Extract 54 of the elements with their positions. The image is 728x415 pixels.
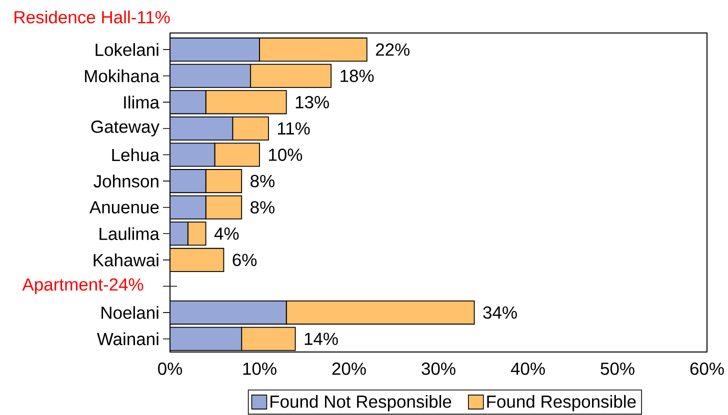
- bar: [205, 195, 242, 220]
- y-tick-label: Lehua: [112, 148, 160, 162]
- bar: [232, 116, 269, 140]
- bar: [170, 169, 206, 194]
- total-label: 34%: [483, 306, 517, 319]
- y-tick-label: Ilima: [124, 96, 160, 109]
- y-tick-label: Lokelani: [96, 43, 158, 56]
- x-tick-label: 20%: [332, 362, 366, 375]
- y-tick-label: Wainani: [96, 332, 158, 346]
- y-tick-label: Anuenue: [89, 201, 159, 214]
- bar: [170, 142, 216, 167]
- bar: [250, 64, 332, 88]
- bar: [170, 64, 251, 88]
- bar: [187, 222, 206, 246]
- total-label: 13%: [296, 96, 329, 108]
- bar: [170, 38, 260, 62]
- bar: [241, 326, 296, 351]
- bar: [259, 38, 368, 62]
- bar: [170, 326, 242, 351]
- total-label: 22%: [376, 43, 410, 56]
- y-tick-label: Johnson: [94, 174, 158, 188]
- bar: [205, 169, 242, 194]
- x-tick-label: 40%: [510, 362, 545, 375]
- total-label: 10%: [269, 148, 302, 161]
- text: Residence Hall-11%: [14, 10, 170, 24]
- bar: [170, 300, 287, 325]
- bar: [170, 195, 206, 220]
- text: Apartment-24%: [22, 278, 144, 294]
- y-tick-label: Kahawai: [94, 254, 158, 266]
- y-tick-label: Gateway: [91, 120, 160, 136]
- y-tick-label: Mokihana: [85, 69, 160, 82]
- y-tick-label: Noelani: [102, 306, 158, 319]
- legend-label: Found Responsible: [487, 394, 636, 412]
- bar: [170, 248, 224, 272]
- bar: [214, 142, 260, 167]
- legend-label: Found Not Responsible: [270, 394, 452, 412]
- x-tick-label: 50%: [600, 362, 634, 375]
- total-label: 8%: [250, 174, 274, 188]
- total-label: 11%: [278, 122, 310, 135]
- total-label: 6%: [232, 254, 257, 266]
- x-tick-label: 0%: [158, 362, 182, 375]
- total-label: 18%: [340, 70, 374, 82]
- total-label: 4%: [214, 228, 239, 240]
- total-label: 14%: [304, 332, 338, 345]
- x-tick-label: 30%: [422, 362, 456, 375]
- y-tick-label: Laulima: [100, 227, 160, 240]
- bar: [170, 90, 206, 114]
- total-label: 8%: [250, 201, 274, 214]
- x-tick-label: 10%: [243, 362, 276, 375]
- bar: [170, 116, 234, 140]
- x-tick-label: 60%: [690, 362, 724, 375]
- bar: [205, 90, 287, 114]
- bar: [170, 222, 188, 246]
- bar: [286, 300, 475, 325]
